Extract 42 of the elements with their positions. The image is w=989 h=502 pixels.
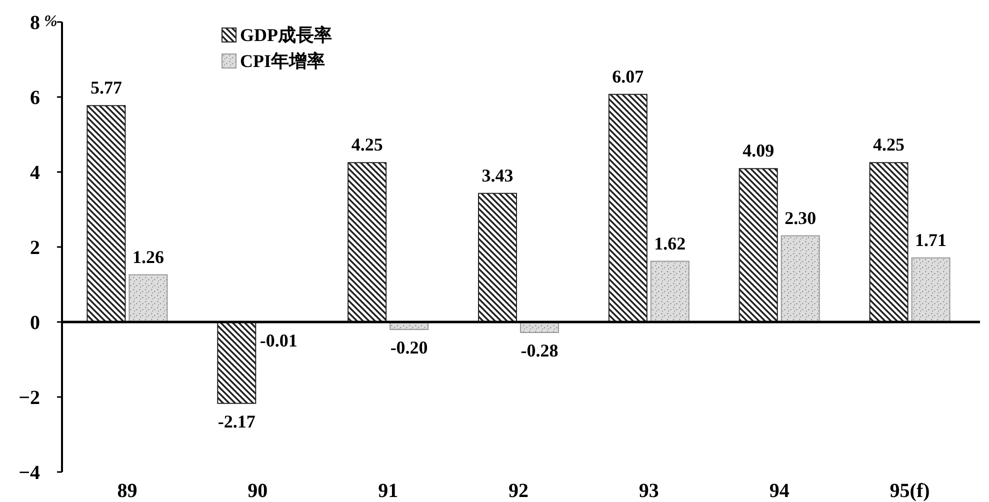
bar (911, 257, 950, 322)
y-tick-label: 2 (30, 237, 40, 259)
bar (86, 105, 126, 322)
y-tick-label: −4 (18, 462, 40, 484)
x-tick-label: 92 (508, 480, 528, 502)
data-label: -0.01 (260, 330, 298, 350)
x-tick-label: 94 (769, 480, 790, 502)
data-label: 1.62 (654, 233, 686, 254)
bar (217, 322, 256, 404)
data-label: 4.25 (873, 134, 905, 155)
y-tick-label: 4 (30, 162, 40, 184)
x-tick-label: 90 (248, 480, 268, 502)
bar (738, 168, 778, 322)
x-tick-label: 91 (378, 480, 398, 502)
bar (650, 260, 690, 322)
data-label: 4.09 (742, 140, 774, 161)
data-label: 5.77 (90, 78, 122, 98)
data-label: -0.20 (390, 338, 428, 358)
x-tick-label: 89 (117, 480, 138, 502)
x-tick-label: 95(f) (890, 480, 930, 502)
data-label: -2.17 (218, 411, 256, 432)
x-tick-label: 93 (638, 480, 659, 502)
data-label: -0.28 (520, 340, 558, 360)
data-label: 3.43 (482, 165, 514, 186)
data-label: 1.71 (915, 230, 947, 250)
bar (128, 274, 168, 322)
y-tick-label: 8 (30, 12, 40, 34)
y-tick-label: 0 (30, 312, 40, 334)
bar (608, 94, 648, 322)
legend-label: CPI年增率 (240, 51, 325, 71)
bar (869, 162, 908, 322)
legend-label: GDP成長率 (240, 25, 332, 45)
data-label: 1.26 (132, 246, 164, 267)
data-label: 6.07 (612, 66, 644, 86)
bar (780, 235, 820, 322)
bar (348, 162, 387, 322)
y-axis-title: % (44, 13, 58, 30)
data-label: 2.30 (784, 208, 816, 228)
data-label: 4.25 (351, 134, 383, 155)
y-tick-label: 6 (30, 87, 40, 109)
bar (478, 192, 517, 322)
y-tick-label: −2 (18, 387, 40, 409)
